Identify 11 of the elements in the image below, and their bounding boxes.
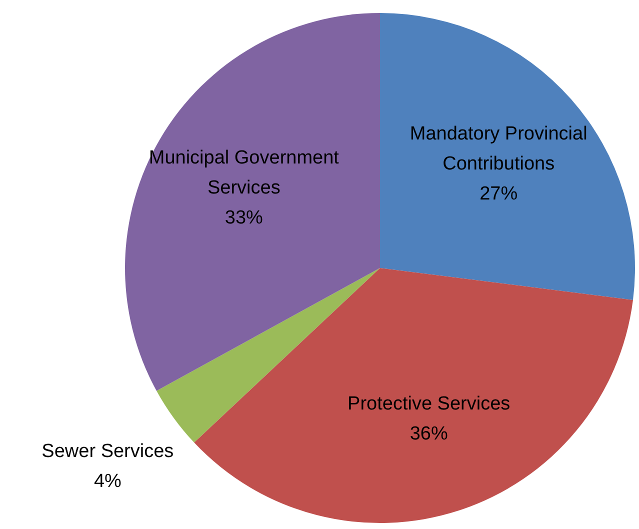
pie-slice <box>125 13 380 391</box>
slice-label: Municipal Government Services <box>148 148 340 199</box>
slice-label: Sewer Services <box>42 440 174 462</box>
data-label: 33% <box>224 208 264 229</box>
slice-label: Mandatory Provincial Contributions <box>410 123 588 174</box>
data-label: 4% <box>94 470 122 492</box>
data-label: 27% <box>480 183 518 204</box>
pie-slice <box>380 13 635 300</box>
data-label: 36% <box>410 423 448 444</box>
slice-label: Protective Services <box>348 393 510 414</box>
pie-slice <box>194 268 633 522</box>
